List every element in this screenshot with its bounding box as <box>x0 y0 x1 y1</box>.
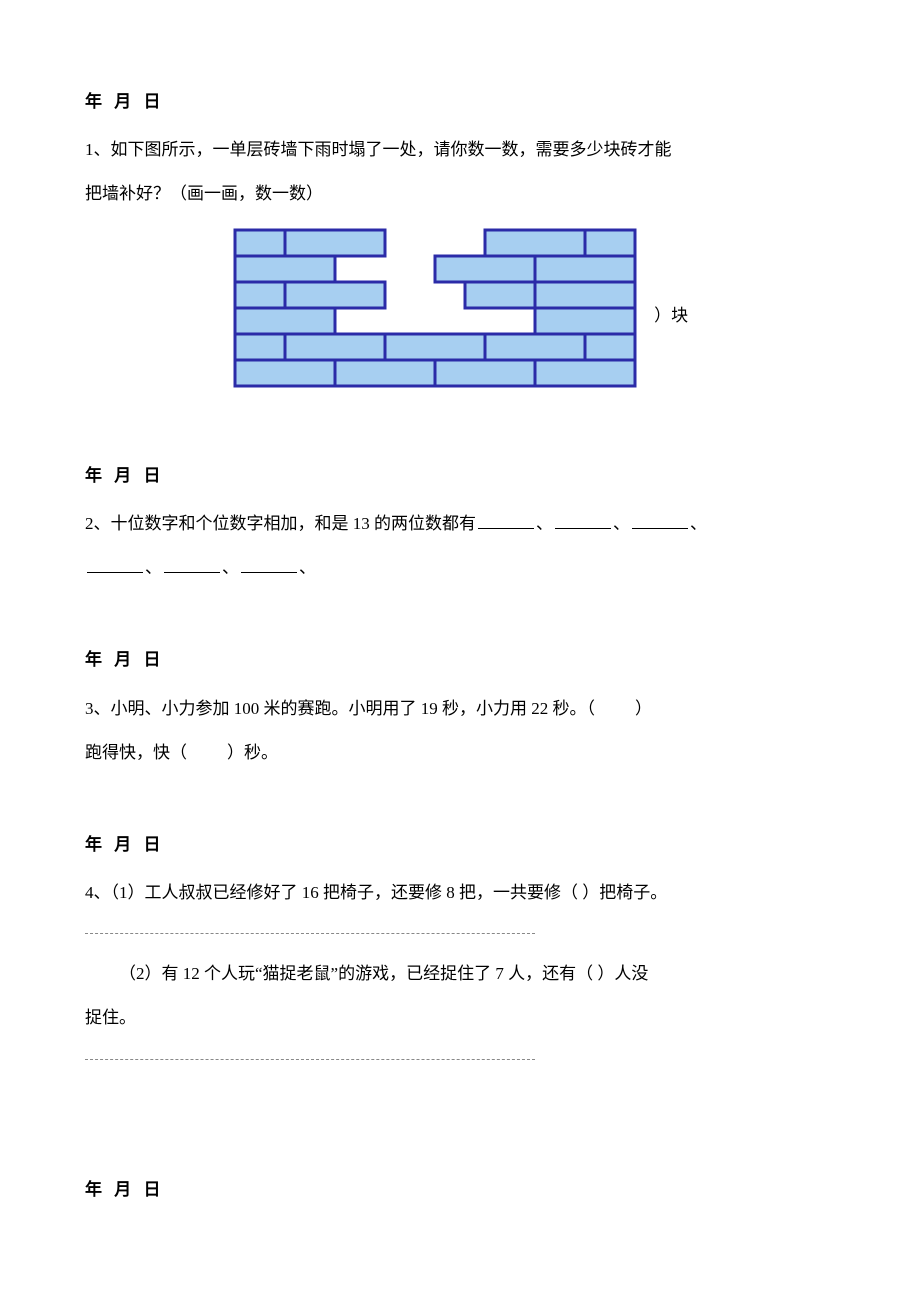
question-4: 年 月 日 4、（1）工人叔叔已经修好了 16 把椅子，还要修 8 把，一共要修… <box>85 823 835 1060</box>
date-header: 年 月 日 <box>85 1168 835 1212</box>
question-1: 年 月 日 1、如下图所示，一单层砖墙下雨时塌了一处，请你数一数，需要多少块砖才… <box>85 80 835 406</box>
blank <box>632 511 688 529</box>
blank <box>555 511 611 529</box>
dashed-divider <box>85 1059 535 1060</box>
sep: 、 <box>145 558 162 577</box>
q2-text-cont: 、 、 、 <box>85 546 835 590</box>
date-header: 年 月 日 <box>85 823 835 867</box>
q4-part1: 4、（1）工人叔叔已经修好了 16 把椅子，还要修 8 把，一共要修（ ）把椅子… <box>85 871 835 915</box>
q4-part2b: 捉住。 <box>85 996 835 1040</box>
q3-line1: 3、小明、小力参加 100 米的赛跑。小明用了 19 秒，小力用 22 秒。（） <box>85 687 835 731</box>
date-header: 年 月 日 <box>85 638 835 682</box>
blank <box>164 555 220 573</box>
question-3: 年 月 日 3、小明、小力参加 100 米的赛跑。小明用了 19 秒，小力用 2… <box>85 638 835 775</box>
q1-line1: 1、如下图所示，一单层砖墙下雨时塌了一处，请你数一数，需要多少块砖才能 <box>85 128 835 172</box>
blank <box>478 511 534 529</box>
date-header: 年 月 日 <box>85 80 835 124</box>
q2-prefix: 2、十位数字和个位数字相加，和是 13 的两位数都有 <box>85 514 476 533</box>
spacer <box>85 1108 835 1168</box>
blank <box>241 555 297 573</box>
question-5: 年 月 日 <box>85 1168 835 1212</box>
sep: 、 <box>613 514 630 533</box>
q3-line2: 跑得快，快（）秒。 <box>85 731 835 775</box>
brick-annotation: ）块 <box>654 294 688 338</box>
sep: 、 <box>690 514 707 533</box>
q1-line2: 把墙补好？（画一画，数一数） <box>85 172 835 216</box>
date-header: 年 月 日 <box>85 454 835 498</box>
dashed-divider <box>85 933 535 934</box>
brick-wall-figure: ）块 <box>85 227 835 406</box>
q2-text: 2、十位数字和个位数字相加，和是 13 的两位数都有 、 、 、 <box>85 502 835 546</box>
sep: 、 <box>536 514 553 533</box>
q4-part2a: （2）有 12 个人玩“猫捉老鼠”的游戏，已经捉住了 7 人，还有（ ）人没 <box>85 952 835 996</box>
question-2: 年 月 日 2、十位数字和个位数字相加，和是 13 的两位数都有、、、 、、、 <box>85 454 835 591</box>
blank <box>87 555 143 573</box>
brick-wall-svg <box>232 227 642 389</box>
sep: 、 <box>299 558 316 577</box>
sep: 、 <box>222 558 239 577</box>
